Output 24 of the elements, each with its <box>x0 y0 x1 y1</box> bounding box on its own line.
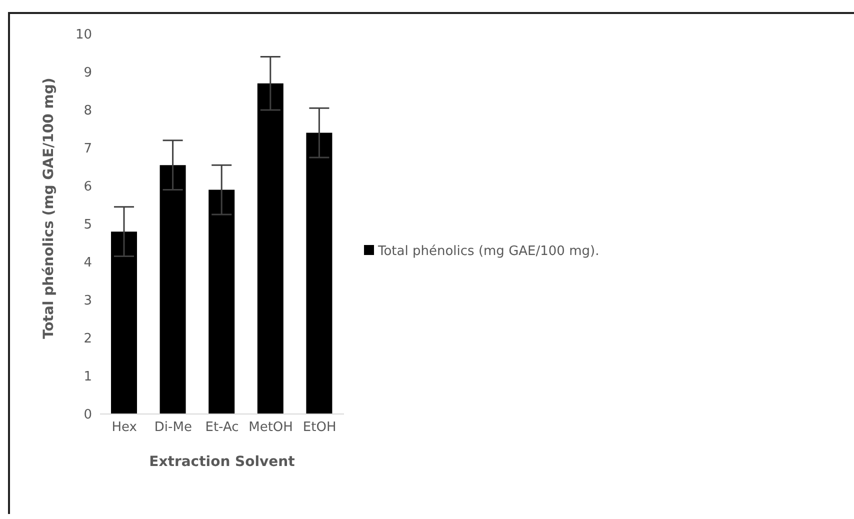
y-axis-title: Total phénolics (mg GAE/100 mg) <box>40 78 57 339</box>
x-tick-label: Di-Me <box>154 420 192 436</box>
y-tick-label: 1 <box>84 370 92 385</box>
x-tick-label: MetOH <box>248 420 293 436</box>
y-tick-label: 0 <box>84 408 92 423</box>
x-tick-label: EtOH <box>302 420 336 436</box>
bar <box>160 165 186 414</box>
y-tick-label: 9 <box>84 66 92 81</box>
y-tick-label: 6 <box>84 180 92 195</box>
y-tick-label: 8 <box>84 104 92 119</box>
bar <box>306 132 332 414</box>
bar <box>257 83 284 414</box>
y-tick-label: 7 <box>84 142 92 157</box>
bar <box>111 232 137 414</box>
y-tick-label: 3 <box>84 294 92 309</box>
y-tick-label: 10 <box>75 28 92 43</box>
legend-label: Total phénolics (mg GAE/100 mg). <box>378 244 600 258</box>
bar <box>208 190 235 414</box>
y-tick-label: 5 <box>84 218 92 233</box>
x-tick-label: Hex <box>112 420 138 436</box>
y-tick-label: 2 <box>84 332 92 347</box>
y-tick-label: 4 <box>84 256 92 271</box>
x-axis-title: Extraction Solvent <box>149 454 296 470</box>
x-tick-label: Et-Ac <box>205 420 239 436</box>
